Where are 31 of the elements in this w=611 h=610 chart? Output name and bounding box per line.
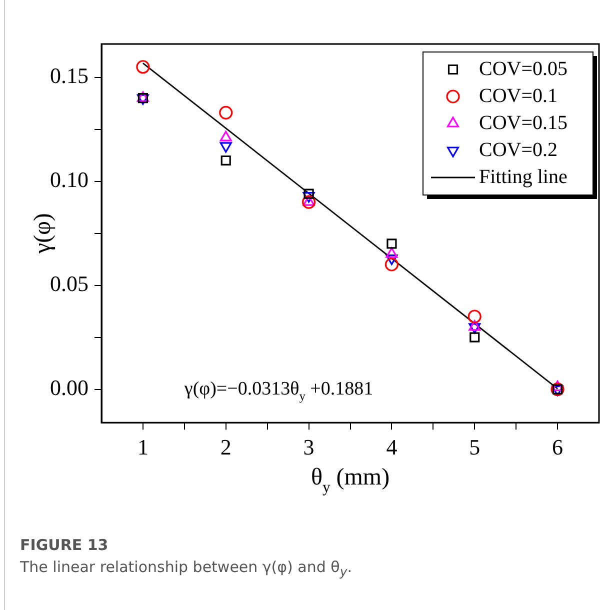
legend-label: COV=0.15: [479, 112, 568, 134]
point: [386, 238, 397, 249]
x-tick-label: 1: [137, 434, 148, 460]
legend-label: Fitting line: [479, 166, 568, 188]
legend-label: COV=0.2: [479, 138, 558, 161]
point: [304, 188, 314, 199]
point: [136, 60, 150, 74]
point: [220, 155, 231, 166]
point: [386, 254, 398, 266]
y-tick-label: 0.15: [50, 63, 88, 88]
x-tick-label: 3: [303, 434, 314, 460]
caption: FIGURE 13: [20, 536, 110, 554]
legend-label: COV=0.05: [479, 58, 568, 80]
point: [470, 332, 480, 342]
point: [220, 142, 232, 153]
x-tick-label: 6: [552, 434, 564, 460]
point: [468, 320, 481, 331]
point: [302, 192, 315, 203]
point: [468, 310, 482, 324]
x-tick-label: 4: [386, 434, 398, 460]
x-tick-label: 2: [220, 434, 232, 460]
text: The linear relationship between γ(φ) and θ$_{y}$.: [20, 558, 352, 579]
point: [302, 195, 316, 209]
point: [219, 106, 233, 120]
y-tick-label: 0.00: [50, 375, 88, 400]
x-tick-label: 5: [469, 434, 480, 460]
y-tick-label: 0.10: [50, 167, 88, 192]
legend-label: COV=0.1: [479, 84, 558, 107]
y-tick-label: 0.05: [50, 271, 88, 296]
point: [384, 258, 399, 272]
y-axis-title: γ(φ): [30, 213, 56, 255]
